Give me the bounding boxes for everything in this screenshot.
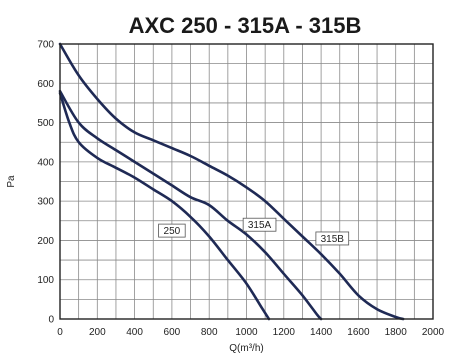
curve-315b <box>58 42 405 321</box>
curve-250 <box>58 91 271 321</box>
x-tick-labels: 0 200 400 600 800 1000 1200 1400 1600 1800 2000 <box>57 327 444 338</box>
x-tick-label: 800 <box>201 327 218 338</box>
y-tick-label: 0 <box>48 315 54 326</box>
chart-title: AXC 250 - 315A - 315B <box>129 13 362 38</box>
curve-label-315a: 315A <box>242 217 277 232</box>
x-tick-label: 1400 <box>310 327 333 338</box>
x-axis-label: Q(m³/h) <box>229 343 263 354</box>
y-axis-label: Pa <box>6 175 17 188</box>
curve-labels: 250 315A 315B <box>158 217 350 246</box>
y-tick-label: 700 <box>37 40 54 51</box>
curve-label-box <box>158 223 186 238</box>
x-tick-label: 600 <box>164 327 181 338</box>
grid <box>60 44 433 319</box>
x-tick-label: 1200 <box>273 327 296 338</box>
y-tick-label: 100 <box>37 275 54 286</box>
curve-label-text: 315B <box>321 234 345 245</box>
y-tick-label: 400 <box>37 157 54 168</box>
y-tick-label: 200 <box>37 236 54 247</box>
x-tick-label: 200 <box>89 327 106 338</box>
curve-label-315b: 315B <box>315 231 350 246</box>
plot-frame <box>59 43 434 320</box>
y-tick-label: 300 <box>37 197 54 208</box>
x-tick-label: 1000 <box>235 327 258 338</box>
curve-label-250: 250 <box>158 223 186 238</box>
curve-label-text: 315A <box>248 220 272 231</box>
y-tick-label: 600 <box>37 79 54 90</box>
curve-label-box <box>315 231 350 246</box>
y-tick-label: 500 <box>37 118 54 129</box>
x-tick-label: 1800 <box>385 327 408 338</box>
x-tick-label: 400 <box>126 327 143 338</box>
x-tick-label: 0 <box>57 327 63 338</box>
x-tick-label: 2000 <box>422 327 445 338</box>
x-tick-label: 1600 <box>347 327 370 338</box>
curve-315a <box>58 89 323 321</box>
curve-label-box <box>242 217 277 232</box>
curve-label-text: 250 <box>164 226 181 237</box>
performance-curves <box>58 42 405 321</box>
y-tick-labels: 0 100 200 300 400 500 600 700 <box>37 40 54 326</box>
